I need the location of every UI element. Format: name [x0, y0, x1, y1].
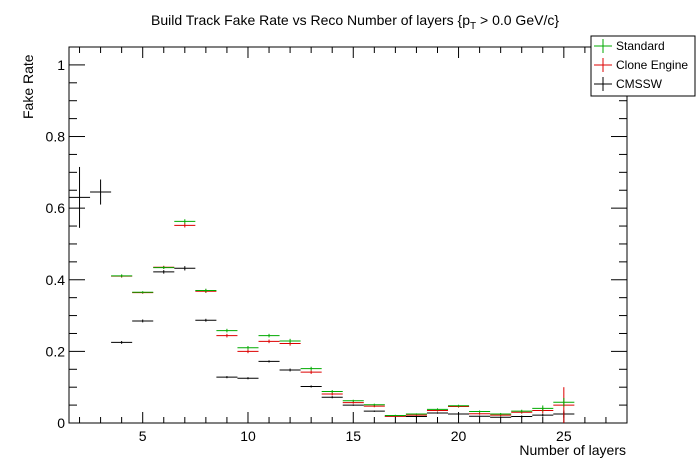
data-point: [300, 366, 322, 371]
data-point: [490, 416, 512, 418]
data-point: [532, 413, 554, 417]
x-tick-label: 5: [139, 428, 147, 444]
data-point: [174, 219, 196, 224]
data-point: [174, 266, 196, 271]
y-tick-label: 0.6: [46, 200, 66, 216]
data-point: [216, 376, 238, 379]
data-point: [363, 403, 385, 406]
data-point: [469, 410, 491, 413]
data-point: [511, 409, 533, 413]
data-point: [132, 291, 154, 294]
data-point: [216, 328, 238, 333]
data-point: [511, 415, 533, 418]
data-series: [69, 166, 575, 423]
data-point: [553, 397, 575, 407]
x-tick-label: 15: [345, 428, 361, 444]
data-point: [469, 412, 491, 415]
y-tick-label: 0: [57, 415, 65, 431]
data-point: [237, 349, 259, 354]
data-point: [342, 404, 364, 406]
series-standard: [111, 219, 575, 417]
data-point: [279, 368, 301, 372]
x-axis-label: Number of layers: [519, 442, 626, 458]
data-point: [321, 392, 343, 396]
x-tick-label: 10: [240, 428, 256, 444]
y-tick-label: 1: [57, 57, 65, 73]
data-point: [174, 223, 196, 228]
series-clone-engine: [111, 223, 575, 423]
data-point: [69, 166, 91, 228]
data-point: [384, 414, 406, 417]
chart-title-tail: > 0.0 GeV/c}: [476, 12, 559, 28]
data-point: [469, 415, 491, 417]
plot-frame: [68, 46, 628, 424]
y-tick-label: 0.2: [46, 343, 66, 359]
legend-label: Standard: [616, 39, 665, 53]
data-point: [111, 340, 133, 344]
data-point: [237, 346, 259, 350]
legend-entry: Standard: [594, 39, 665, 53]
y-tick-label: 0.8: [46, 129, 66, 145]
data-point: [405, 413, 427, 415]
legend-label: CMSSW: [616, 77, 663, 91]
data-point: [111, 274, 133, 278]
data-point: [258, 360, 280, 363]
data-point: [490, 412, 512, 416]
data-point: [342, 399, 364, 402]
data-point: [132, 319, 154, 323]
chart-title-main: Build Track Fake Rate vs Reco Number of …: [151, 12, 470, 28]
data-point: [216, 333, 238, 338]
legend: Standard Clone Engine CMSSW: [590, 35, 696, 97]
data-point: [279, 338, 301, 344]
data-point: [195, 288, 217, 293]
data-point: [426, 408, 449, 411]
axis-ticks: 5 10 15 20 25 0 0.2 0.4 0.6 0.8 1: [46, 47, 627, 444]
data-point: [448, 413, 470, 415]
data-point: [321, 396, 343, 399]
data-point: [195, 318, 217, 322]
data-point: [258, 339, 280, 344]
legend-entries: Standard Clone Engine CMSSW: [594, 39, 688, 91]
legend-label: Clone Engine: [616, 58, 688, 72]
data-point: [426, 412, 449, 414]
legend-entry: CMSSW: [594, 77, 663, 91]
data-point: [90, 179, 112, 205]
data-point: [405, 415, 427, 418]
data-point: [153, 270, 175, 274]
data-point: [300, 385, 322, 388]
data-point: [237, 377, 259, 380]
y-axis-label: Fake Rate: [20, 54, 36, 119]
legend-entry: Clone Engine: [594, 58, 688, 72]
data-point: [258, 333, 280, 338]
data-point: [321, 390, 343, 393]
data-point: [300, 370, 322, 374]
x-tick-label: 20: [451, 428, 467, 444]
data-point: [363, 410, 385, 412]
data-point: [153, 266, 175, 270]
chart-title-subscript: T: [470, 21, 476, 32]
data-point: [532, 405, 554, 412]
data-point: [448, 404, 470, 407]
chart-title: Build Track Fake Rate vs Reco Number of …: [151, 12, 559, 32]
x-tick-label: 25: [556, 428, 572, 444]
y-tick-label: 0.4: [46, 272, 66, 288]
